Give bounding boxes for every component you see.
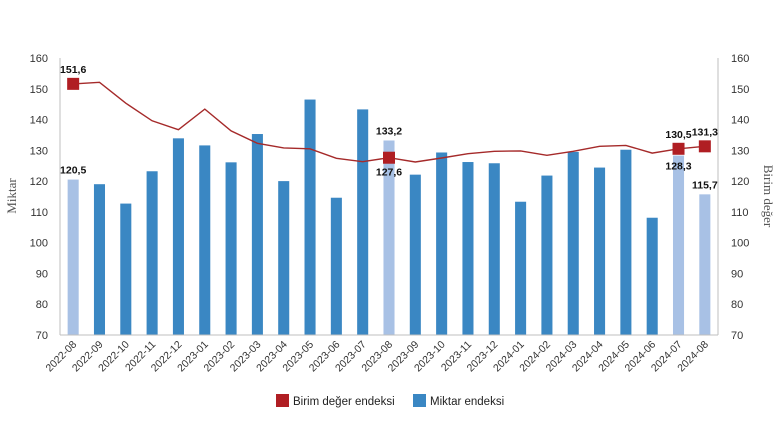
data-labels-group: 151,6 120,5 133,2 127,6 130,5 128,3 131,3 115,7: [60, 64, 718, 191]
y-tick-label: 90: [36, 268, 48, 280]
bar-2023-10: [436, 152, 448, 335]
line-series-group: [67, 77, 711, 164]
y2-tick-label: 130: [731, 145, 749, 157]
bar-2023-04: [278, 181, 290, 335]
y-tick-label: 120: [30, 176, 48, 188]
bar-2024-07: [672, 155, 685, 335]
y2-tick-label: 150: [731, 84, 749, 96]
bar-2024-08: [699, 194, 711, 335]
y2-tick-label: 70: [731, 330, 743, 342]
bar-2022-10: [120, 203, 132, 335]
bar-2023-11: [462, 162, 474, 335]
y-tick-label: 130: [30, 145, 48, 157]
legend-label-miktar: Miktar endeksi: [430, 396, 504, 408]
bar-2023-03: [251, 134, 263, 335]
bar-2023-08: [383, 140, 395, 335]
bar-2024-02: [541, 175, 553, 335]
bar-2022-08: [67, 179, 79, 335]
y2-tick-label: 160: [731, 53, 749, 65]
data-label: 115,7: [692, 179, 718, 191]
marker-2024-07: [672, 142, 685, 155]
data-label: 127,6: [376, 167, 402, 179]
bar-2023-09: [409, 174, 421, 335]
y2-axis-title: Birim değer: [761, 165, 776, 228]
y2-tick-label: 120: [731, 176, 749, 188]
bar-2023-12: [488, 163, 500, 335]
y2-tick-label: 110: [731, 207, 749, 219]
data-label: 151,6: [60, 64, 86, 76]
marker-2023-08: [383, 151, 395, 164]
data-label: 128,3: [665, 161, 691, 173]
bar-2023-02: [225, 162, 237, 335]
y2-tick-label: 90: [731, 268, 743, 280]
bar-2022-09: [93, 184, 106, 335]
bar-series-group: [67, 99, 711, 335]
bar-2024-05: [620, 149, 632, 335]
y-tick-label: 70: [36, 330, 48, 342]
y2-tick-label: 100: [731, 238, 749, 250]
y-tick-label: 160: [30, 53, 48, 65]
bar-2022-12: [172, 138, 184, 335]
y-tick-label: 80: [36, 299, 48, 311]
bar-2024-06: [646, 217, 658, 335]
data-label: 130,5: [665, 129, 691, 141]
bar-2023-06: [330, 197, 342, 335]
bar-2024-03: [567, 151, 579, 335]
legend-label-birim: Birim değer endeksi: [293, 396, 395, 408]
bar-2023-05: [304, 99, 316, 335]
y-tick-label: 100: [30, 238, 48, 250]
legend-swatch-miktar: [413, 394, 426, 407]
y-tick-label: 150: [30, 84, 48, 96]
bar-2022-11: [146, 171, 158, 335]
y-tick-label: 140: [30, 115, 48, 127]
marker-2022-08: [67, 77, 80, 90]
bar-2023-01: [199, 145, 211, 335]
y2-tick-label: 80: [731, 299, 743, 311]
data-label: 133,2: [376, 125, 402, 137]
bar-2024-04: [594, 167, 606, 335]
bar-2024-01: [515, 201, 527, 335]
y-axis-title: Miktar: [4, 178, 19, 214]
data-label: 120,5: [60, 165, 86, 177]
bar-2023-07: [357, 109, 369, 335]
legend-swatch-birim: [276, 394, 289, 407]
marker-2024-08: [698, 140, 711, 153]
y2-tick-label: 140: [731, 115, 749, 127]
legend: Birim değer endeksi Miktar endeksi: [276, 394, 504, 408]
data-label: 131,3: [692, 126, 718, 138]
y-tick-label: 110: [30, 207, 48, 219]
